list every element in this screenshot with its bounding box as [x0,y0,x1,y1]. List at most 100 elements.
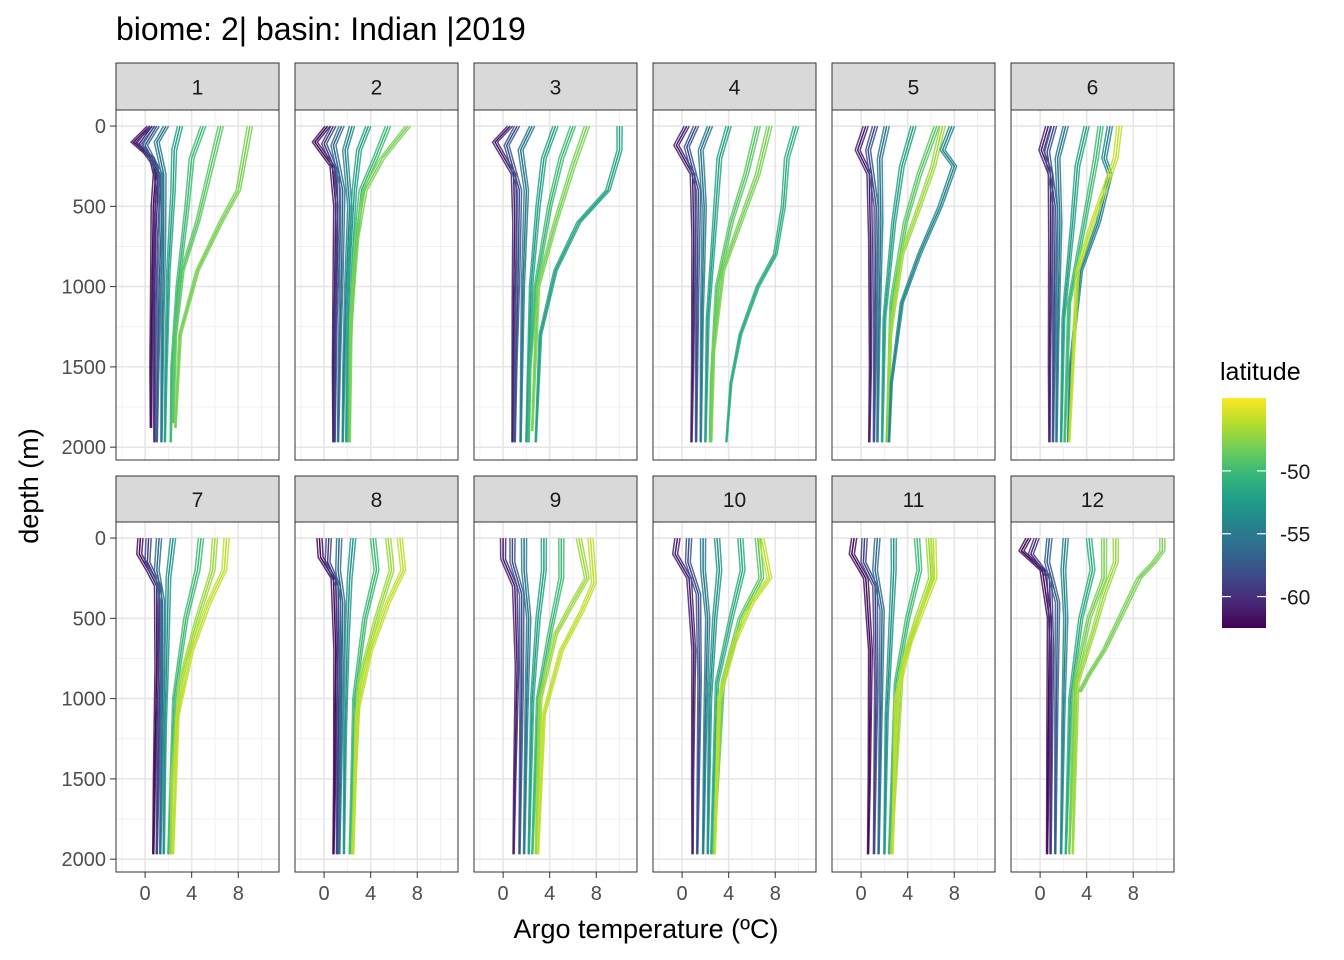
profile-line [1067,126,1118,443]
profile-line [867,125,877,443]
facet-plot-area [832,110,995,460]
profile-line [163,125,179,443]
profile-line [887,125,946,443]
profile-lines [671,537,773,855]
profile-line [1071,538,1117,855]
profile-line [528,538,548,855]
profile-line [169,538,216,855]
profile-line [534,126,618,443]
facet-panel: 6 [1010,62,1175,461]
profile-line [156,125,167,443]
profile-line [883,538,895,855]
profile-line [144,538,160,855]
profile-line [709,538,742,855]
profile-line [530,538,560,855]
facet-strip [1010,62,1175,111]
y-tick-label: 500 [73,196,106,218]
y-tick-label: 1000 [62,689,107,711]
x-tick-label: 8 [1128,883,1139,905]
profile-line [876,125,888,443]
profile-line [169,125,205,443]
y-tick-label: 2000 [62,849,107,871]
facet-strip [652,475,817,523]
facet-panel: 10 0 4 8 [652,475,817,905]
profile-lines [499,537,597,855]
legend-tick-label: -50 [1280,461,1310,484]
profile-line [332,125,344,443]
x-tick-label: 0 [856,883,867,905]
profile-line [537,538,597,855]
profile-line [1018,537,1049,855]
facet-panel: 3 [473,62,638,461]
profile-line [132,125,157,428]
profile-line [689,538,702,855]
profile-line [532,125,591,432]
facet-panel: 12 0 4 8 [1010,475,1175,905]
profile-line [172,538,228,855]
facet-strip [831,475,996,523]
profile-line [153,125,165,443]
x-tick-label: 8 [949,883,960,905]
profile-line [880,125,912,443]
profile-lines [848,537,938,855]
profile-line [854,125,871,443]
profile-line [675,125,695,443]
profile-line [859,125,874,443]
profile-lines [1038,125,1123,443]
profile-line [864,125,875,443]
facet-panel: 5 [831,62,996,461]
facet-plot-area [832,522,995,872]
profile-line [892,538,938,855]
profile-line [1046,125,1056,443]
profile-line [1067,125,1111,443]
facet-strip-label: 2 [371,77,383,100]
profile-line [1059,125,1085,443]
facet-strip-label: 6 [1087,77,1099,100]
legend: latitude -50 -55 -60 [1220,358,1310,628]
profile-line [164,125,184,443]
profile-line [164,125,181,443]
profile-line [519,125,533,443]
facet-strip [1010,475,1175,523]
profile-line [316,538,335,855]
profile-line [1064,538,1094,855]
facet-strip [294,475,459,523]
profile-line [886,125,941,443]
profile-line [334,538,342,855]
profile-line [1060,538,1067,855]
profile-line [1079,538,1164,693]
profile-lines [136,538,230,855]
profile-line [1027,537,1051,855]
x-tick-label: 8 [770,883,781,905]
profile-line [1067,538,1103,855]
profile-line [535,126,623,443]
facet-strip [652,62,817,111]
profile-lines [673,125,800,443]
y-tick-label: 0 [95,116,106,138]
profile-line [677,125,697,443]
facet-panel: 11 0 4 8 [831,475,996,905]
profile-line [726,125,800,443]
profile-line [351,538,402,855]
profile-line [883,538,893,855]
profile-line [1068,538,1105,855]
profile-line [348,125,406,443]
x-tick-label: 4 [723,883,734,905]
profile-line [881,125,915,443]
profile-line [1065,538,1096,855]
profile-line [699,538,707,855]
profile-line [503,125,519,443]
facet-panel: 7 0 500 1000 1500 2000 0 4 8 [62,475,280,905]
profile-line [534,537,588,855]
y-tick-label: 500 [73,608,106,630]
profile-line [1038,125,1050,443]
x-tick-label: 8 [412,883,423,905]
profile-line [531,125,588,432]
profile-line [1064,538,1091,855]
profile-line [1060,125,1088,443]
facet-strip-label: 5 [908,77,920,100]
profile-line [687,538,701,855]
profile-line [1068,126,1121,443]
